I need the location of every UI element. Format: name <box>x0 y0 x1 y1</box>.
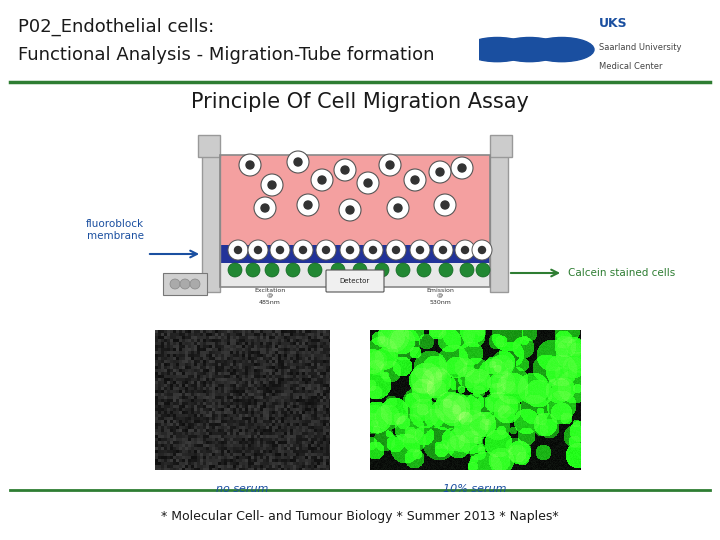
Circle shape <box>379 154 401 176</box>
Circle shape <box>462 246 469 253</box>
Circle shape <box>346 206 354 214</box>
Text: Excitation
@
485nm: Excitation @ 485nm <box>254 288 286 305</box>
Circle shape <box>308 263 322 277</box>
Circle shape <box>323 246 330 253</box>
FancyBboxPatch shape <box>326 270 384 292</box>
Circle shape <box>375 263 389 277</box>
Text: Functional Analysis - Migration-Tube formation: Functional Analysis - Migration-Tube for… <box>18 46 434 64</box>
Circle shape <box>369 246 377 253</box>
Circle shape <box>429 161 451 183</box>
Bar <box>163 273 207 295</box>
Text: 10% serum: 10% serum <box>444 484 507 494</box>
Circle shape <box>297 194 319 216</box>
Circle shape <box>416 246 423 253</box>
Text: Detector: Detector <box>340 278 370 284</box>
Circle shape <box>340 240 360 260</box>
Circle shape <box>529 37 594 62</box>
Bar <box>490 135 512 157</box>
Circle shape <box>254 246 261 253</box>
Circle shape <box>411 176 419 184</box>
Circle shape <box>341 166 349 174</box>
Circle shape <box>346 246 354 253</box>
Circle shape <box>246 263 260 277</box>
Circle shape <box>363 240 383 260</box>
Text: Emission
@
530nm: Emission @ 530nm <box>426 288 454 305</box>
Circle shape <box>433 240 453 260</box>
Circle shape <box>439 263 453 277</box>
Text: P02_Endothelial cells:: P02_Endothelial cells: <box>18 18 215 36</box>
Text: fluoroblock
membrane: fluoroblock membrane <box>86 219 144 241</box>
Circle shape <box>458 164 466 172</box>
Circle shape <box>404 169 426 191</box>
Circle shape <box>396 263 410 277</box>
Bar <box>220 155 490 287</box>
Bar <box>220 263 490 287</box>
Text: * Molecular Cell- and Tumour Biology * Summer 2013 * Naples*: * Molecular Cell- and Tumour Biology * S… <box>161 510 559 523</box>
Circle shape <box>386 161 394 169</box>
Circle shape <box>268 181 276 189</box>
Circle shape <box>190 279 200 289</box>
Circle shape <box>170 279 180 289</box>
Circle shape <box>410 240 430 260</box>
Circle shape <box>353 263 367 277</box>
Circle shape <box>439 246 446 253</box>
Text: no serum: no serum <box>216 484 268 494</box>
Circle shape <box>261 204 269 212</box>
Circle shape <box>465 37 529 62</box>
Circle shape <box>331 263 345 277</box>
Circle shape <box>287 151 309 173</box>
Bar <box>220 245 490 263</box>
Circle shape <box>318 176 326 184</box>
Circle shape <box>300 246 307 253</box>
Circle shape <box>180 279 190 289</box>
Circle shape <box>270 240 290 260</box>
Circle shape <box>293 240 313 260</box>
Circle shape <box>261 174 283 196</box>
Circle shape <box>451 157 473 179</box>
Text: UKS: UKS <box>598 17 627 30</box>
Circle shape <box>239 154 261 176</box>
Circle shape <box>228 240 248 260</box>
Text: Medical Center: Medical Center <box>598 62 662 71</box>
Circle shape <box>479 246 485 253</box>
Circle shape <box>441 201 449 209</box>
Circle shape <box>476 263 490 277</box>
Bar <box>198 135 220 157</box>
Circle shape <box>460 263 474 277</box>
Circle shape <box>417 263 431 277</box>
Circle shape <box>304 201 312 209</box>
Text: Saarland University: Saarland University <box>598 43 681 52</box>
Circle shape <box>334 159 356 181</box>
Circle shape <box>392 246 400 253</box>
Circle shape <box>235 246 241 253</box>
Circle shape <box>434 194 456 216</box>
Circle shape <box>248 240 268 260</box>
Circle shape <box>387 197 409 219</box>
Circle shape <box>436 168 444 176</box>
Circle shape <box>339 199 361 221</box>
Bar <box>220 155 490 245</box>
Circle shape <box>386 240 406 260</box>
Text: Principle Of Cell Migration Assay: Principle Of Cell Migration Assay <box>191 92 529 112</box>
Circle shape <box>276 246 284 253</box>
Bar <box>202 155 220 292</box>
Circle shape <box>364 179 372 187</box>
Circle shape <box>316 240 336 260</box>
Circle shape <box>246 161 254 169</box>
Circle shape <box>472 240 492 260</box>
Circle shape <box>294 158 302 166</box>
Circle shape <box>286 263 300 277</box>
Text: Calcein stained cells: Calcein stained cells <box>568 268 675 278</box>
Circle shape <box>254 197 276 219</box>
Circle shape <box>311 169 333 191</box>
Circle shape <box>498 37 562 62</box>
Circle shape <box>228 263 242 277</box>
Circle shape <box>394 204 402 212</box>
Circle shape <box>357 172 379 194</box>
Circle shape <box>455 240 475 260</box>
Circle shape <box>265 263 279 277</box>
Bar <box>490 155 508 292</box>
